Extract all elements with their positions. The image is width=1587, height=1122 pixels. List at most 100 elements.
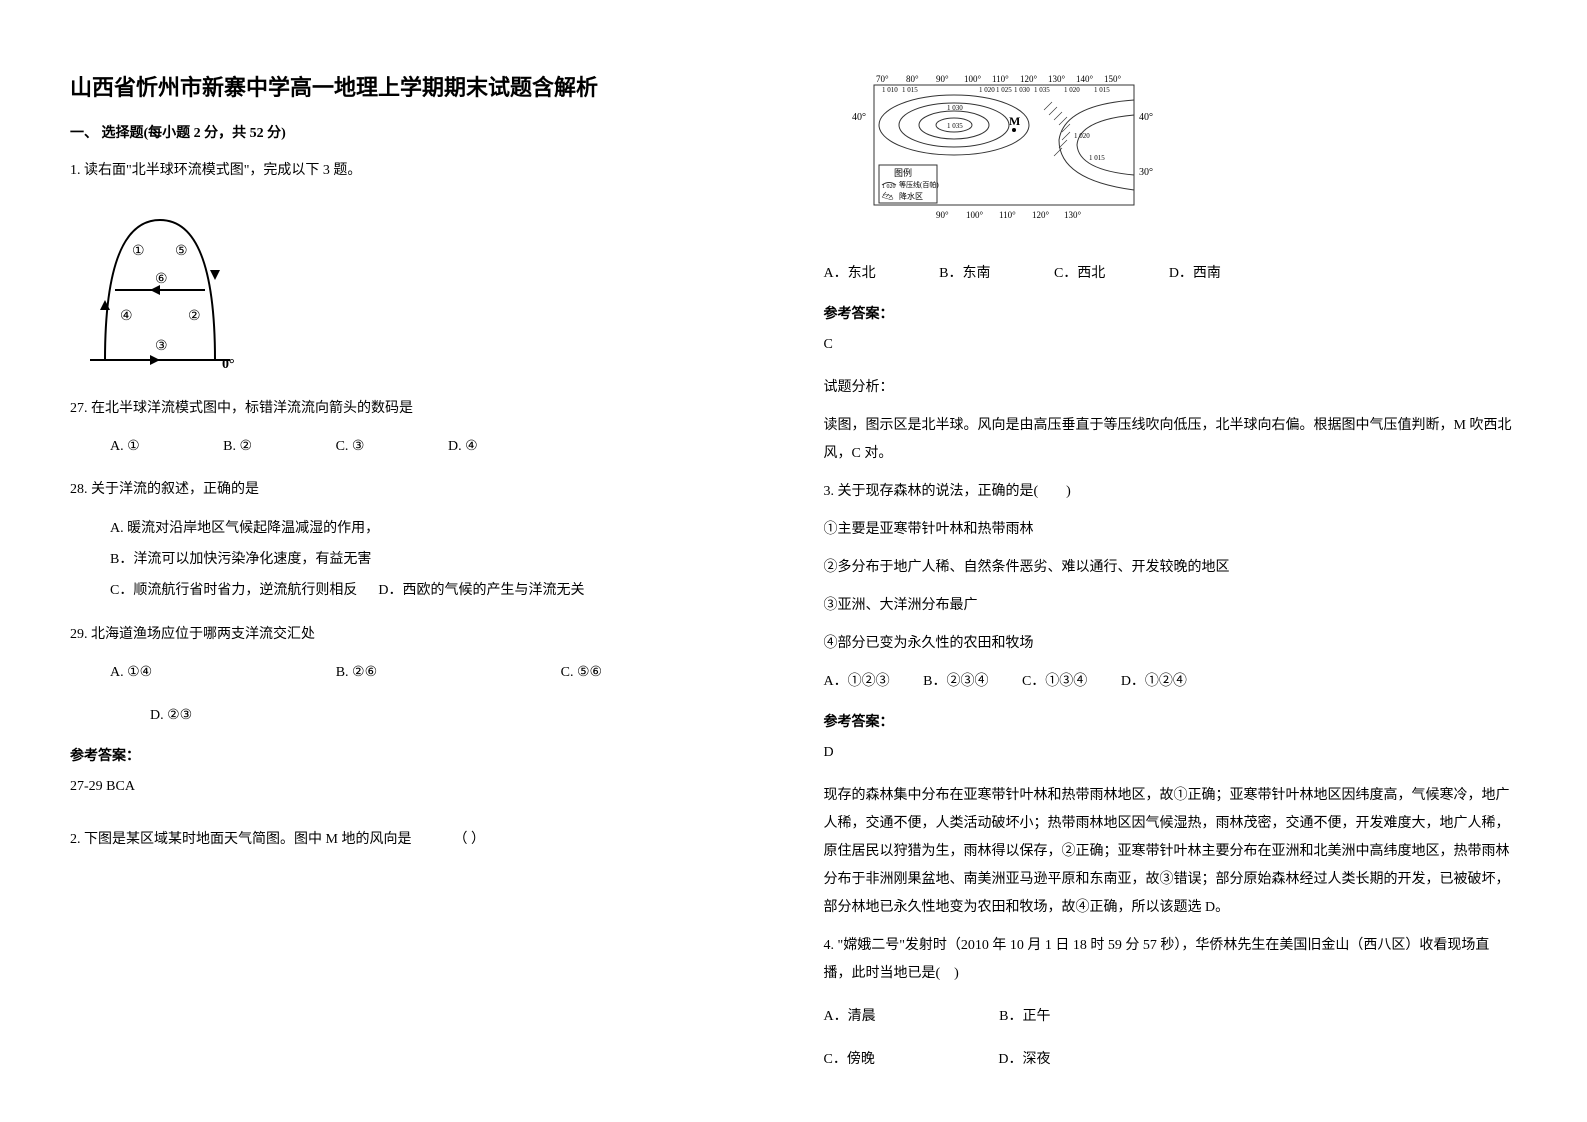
svg-text:②: ② <box>188 309 201 324</box>
svg-text:1 010: 1 010 <box>882 86 898 94</box>
svg-text:M: M <box>1009 114 1020 128</box>
q4-options-row1: A．清晨 B．正午 <box>824 1003 1518 1031</box>
q3-analysis: 现存的森林集中分布在亚寒带针叶林和热带雨林地区，故①正确；亚寒带针叶林地区因纬度… <box>824 782 1518 922</box>
svg-text:降水区: 降水区 <box>899 191 923 201</box>
opt-d: D．西南 <box>1169 260 1221 288</box>
svg-text:80°: 80° <box>906 74 919 84</box>
opt-c: C. ⑤⑥ <box>561 659 602 687</box>
q1-sub28-cd: C．顺流航行省时省力，逆流航行则相反 D．西欧的气候的产生与洋流无关 <box>70 576 764 607</box>
opt-d: D．①②④ <box>1121 668 1187 696</box>
q1-answer-heading: 参考答案： <box>70 745 764 765</box>
q1-sub29: 29. 北海道渔场应位于哪两支洋流交汇处 <box>70 621 764 649</box>
opt-a: A．东北 <box>824 260 876 288</box>
svg-text:40°: 40° <box>1139 112 1153 123</box>
opt-c: C．傍晚 <box>824 1046 875 1074</box>
opt-c: C．顺流航行省时省力，逆流航行则相反 <box>110 583 357 598</box>
opt-b: B. ②⑥ <box>336 659 377 687</box>
svg-text:100°: 100° <box>964 74 982 84</box>
ocean-current-diagram: ① ⑤ ⑥ ④ ② ③ 0° <box>80 200 240 375</box>
svg-text:1 020: 1 020 <box>1064 86 1080 94</box>
svg-text:图例: 图例 <box>894 167 912 178</box>
svg-text:1 035: 1 035 <box>947 122 963 130</box>
q1-sub27-options: A. ① B. ② C. ③ D. ④ <box>70 433 764 461</box>
q1-answer: 27-29 BCA <box>70 773 764 801</box>
opt-a: A．①②③ <box>824 668 890 696</box>
q2-analysis: 读图，图示区是北半球。风向是由高压垂直于等压线吹向低压，北半球向右偏。根据图中气… <box>824 412 1518 468</box>
opt-d: D．西欧的气候的产生与洋流无关 <box>378 583 584 598</box>
opt-d: D. ②③ <box>150 702 192 730</box>
q2-stem: 2. 下图是某区域某时地面天气简图。图中 M 地的风向是 （ ） <box>70 826 764 854</box>
svg-text:1 020: 1 020 <box>882 184 896 190</box>
section-heading: 一、 选择题(每小题 2 分，共 52 分) <box>70 122 764 142</box>
q1-sub28-a: A. 暖流对沿岸地区气候起降温减湿的作用， <box>70 514 764 545</box>
svg-text:40°: 40° <box>852 112 866 123</box>
q3-answer: D <box>824 739 1518 767</box>
svg-text:90°: 90° <box>936 210 949 220</box>
svg-text:⑤: ⑤ <box>175 244 188 259</box>
opt-d: D. ④ <box>448 433 478 461</box>
weather-map-diagram: 70° 80° 90° 100° 110° 120° 130° 140° 150… <box>834 70 1164 240</box>
svg-text:90°: 90° <box>936 74 949 84</box>
left-column: 山西省忻州市新寨中学高一地理上学期期末试题含解析 一、 选择题(每小题 2 分，… <box>40 20 794 1102</box>
q2-answer: C <box>824 331 1518 359</box>
q1-stem: 1. 读右面"北半球环流模式图"，完成以下 3 题。 <box>70 157 764 185</box>
svg-text:130°: 130° <box>1048 74 1066 84</box>
q1-sub28: 28. 关于洋流的叙述，正确的是 <box>70 476 764 504</box>
svg-text:1 030: 1 030 <box>1014 86 1030 94</box>
q2-options: A．东北 B．东南 C．西北 D．西南 <box>824 260 1518 288</box>
svg-text:1 020: 1 020 <box>979 86 995 94</box>
svg-text:④: ④ <box>120 309 133 324</box>
q4-options-row2: C．傍晚 D．深夜 <box>824 1046 1518 1074</box>
page-title: 山西省忻州市新寨中学高一地理上学期期末试题含解析 <box>70 70 764 102</box>
svg-text:1 015: 1 015 <box>902 86 918 94</box>
opt-d: D．深夜 <box>998 1046 1050 1074</box>
q1-sub29-options-row2: D. ②③ <box>70 702 764 730</box>
q3-answer-heading: 参考答案： <box>824 711 1518 731</box>
opt-b: B. ② <box>223 433 252 461</box>
q2-analysis-heading: 试题分析： <box>824 374 1518 402</box>
opt-b: B．②③④ <box>923 668 988 696</box>
svg-text:100°: 100° <box>966 210 984 220</box>
q2-stem-text: 2. 下图是某区域某时地面天气简图。图中 M 地的风向是 <box>70 832 411 847</box>
opt-c: C. ③ <box>336 433 365 461</box>
q1-sub29-options-row1: A. ①④ B. ②⑥ C. ⑤⑥ <box>70 659 764 687</box>
opt-b: B．东南 <box>939 260 990 288</box>
q1-sub27: 27. 在北半球洋流模式图中，标错洋流流向箭头的数码是 <box>70 395 764 423</box>
q3-options: A．①②③ B．②③④ C．①③④ D．①②④ <box>824 668 1518 696</box>
svg-text:140°: 140° <box>1076 74 1094 84</box>
svg-text:1 020: 1 020 <box>1074 132 1090 140</box>
q1-diagram: ① ⑤ ⑥ ④ ② ③ 0° <box>70 200 764 380</box>
opt-a: A. ① <box>110 433 140 461</box>
q3-stem: 3. 关于现存森林的说法，正确的是( ) <box>824 478 1518 506</box>
svg-text:110°: 110° <box>999 210 1016 220</box>
svg-text:120°: 120° <box>1032 210 1050 220</box>
svg-text:0°: 0° <box>222 357 235 372</box>
svg-text:1 015: 1 015 <box>1094 86 1110 94</box>
opt-c: C．①③④ <box>1022 668 1087 696</box>
right-column: 70° 80° 90° 100° 110° 120° 130° 140° 150… <box>794 20 1548 1102</box>
svg-text:150°: 150° <box>1104 74 1122 84</box>
q1-sub28-b: B．洋流可以加快污染净化速度，有益无害 <box>70 545 764 576</box>
opt-c: C．西北 <box>1054 260 1105 288</box>
svg-text:120°: 120° <box>1020 74 1038 84</box>
svg-text:130°: 130° <box>1064 210 1082 220</box>
q3-s1: ①主要是亚寒带针叶林和热带雨林 <box>824 516 1518 544</box>
q2-blank: （ ） <box>453 832 485 847</box>
q3-s2: ②多分布于地广人稀、自然条件恶劣、难以通行、开发较晚的地区 <box>824 554 1518 582</box>
svg-text:①: ① <box>132 244 145 259</box>
svg-text:⑥: ⑥ <box>155 272 168 287</box>
svg-text:110°: 110° <box>992 74 1009 84</box>
q4-stem: 4. "嫦娥二号"发射时（2010 年 10 月 1 日 18 时 59 分 5… <box>824 932 1518 988</box>
q3-s4: ④部分已变为永久性的农田和牧场 <box>824 630 1518 658</box>
opt-a: A．清晨 <box>824 1003 876 1031</box>
opt-a: A. ①④ <box>110 659 152 687</box>
q2-answer-heading: 参考答案： <box>824 303 1518 323</box>
q3-s3: ③亚洲、大洋洲分布最广 <box>824 592 1518 620</box>
q2-map: 70° 80° 90° 100° 110° 120° 130° 140° 150… <box>824 70 1518 245</box>
svg-text:1 030: 1 030 <box>947 104 963 112</box>
opt-b: B．正午 <box>999 1003 1050 1031</box>
svg-text:1 025: 1 025 <box>996 86 1012 94</box>
svg-text:70°: 70° <box>876 74 889 84</box>
svg-text:1 035: 1 035 <box>1034 86 1050 94</box>
svg-text:30°: 30° <box>1139 167 1153 178</box>
